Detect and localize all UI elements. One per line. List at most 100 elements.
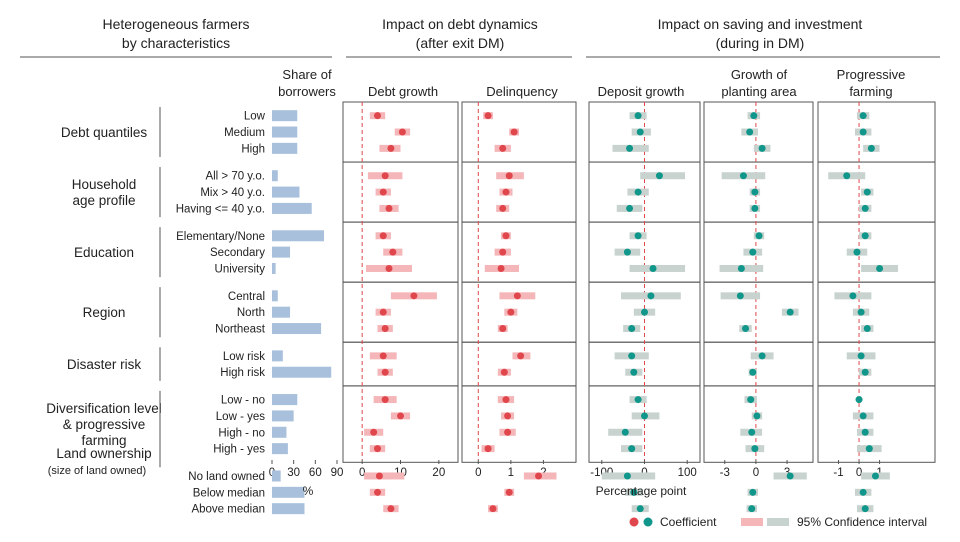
share-bar — [272, 366, 332, 378]
group-box — [817, 281, 936, 343]
coef-point — [861, 505, 869, 513]
coef-point — [859, 412, 867, 420]
share-bar — [272, 306, 291, 318]
coef-point — [747, 396, 755, 404]
coef-point — [484, 445, 492, 453]
coef-point — [749, 248, 757, 256]
coef-point — [859, 112, 867, 120]
row-label: Low - no — [221, 395, 265, 407]
panel-title: Debt growth — [368, 84, 438, 99]
legend-ci-label: 95% Confidence interval — [797, 515, 927, 529]
header-characteristics-line1: Heterogeneous farmers — [102, 16, 249, 32]
coef-point — [630, 488, 638, 496]
coef-point — [398, 128, 406, 136]
coef-point — [753, 412, 761, 420]
header-saving-line1: Impact on saving and investment — [658, 16, 863, 32]
coef-point — [502, 396, 510, 404]
coef-point — [746, 128, 754, 136]
share-bar — [272, 202, 312, 214]
share-bar — [272, 290, 278, 302]
legend-coef-label: Coefficient — [660, 515, 717, 529]
legend: Coefficient 95% Confidence interval — [629, 515, 927, 529]
legend-ci-debt-swatch — [741, 518, 763, 526]
group-label: age profile — [72, 193, 135, 208]
coef-point — [535, 472, 543, 480]
row-label: High risk — [220, 367, 265, 379]
legend-coef-saving-dot — [643, 517, 653, 527]
coef-point — [859, 488, 867, 496]
share-bar — [272, 170, 278, 182]
header-saving-investment: Impact on saving and investment (during … — [586, 16, 940, 58]
coef-point — [385, 264, 393, 272]
group-label: Education — [74, 245, 134, 260]
coef-point — [628, 325, 636, 333]
share-bar — [272, 470, 281, 482]
panel-title: planting area — [721, 84, 797, 99]
share-bar — [272, 394, 298, 406]
row-label: All > 70 y.o. — [205, 171, 265, 183]
x-tick-label: 30 — [287, 467, 300, 479]
group-label: Land ownership — [56, 446, 151, 461]
header-debt-dynamics: Impact on debt dynamics (after exit DM) — [346, 16, 572, 58]
panel-title: Share of — [282, 67, 332, 82]
coef-point — [507, 308, 515, 316]
coef-point — [381, 368, 389, 376]
coef-point — [843, 172, 851, 180]
coef-point — [510, 128, 518, 136]
panel-title: Progressive — [837, 67, 906, 82]
coef-point — [736, 292, 744, 300]
group-box — [703, 385, 814, 463]
row-label: Medium — [224, 127, 265, 139]
group-box — [461, 221, 577, 283]
share-bar — [272, 503, 305, 515]
coef-point — [375, 472, 383, 480]
x-tick-label: -3 — [720, 467, 730, 479]
header-debt-line1: Impact on debt dynamics — [382, 16, 538, 32]
coef-point — [748, 505, 756, 513]
coef-point — [379, 308, 387, 316]
share-bar — [272, 186, 300, 198]
group-box — [817, 385, 936, 463]
group-label: Disaster risk — [67, 357, 142, 372]
coef-point — [499, 144, 507, 152]
group-box — [461, 161, 577, 223]
pp-axis-title: Percentage point — [596, 484, 687, 498]
coef-point — [749, 368, 757, 376]
coef-point — [634, 396, 642, 404]
row-label: Low — [244, 111, 266, 123]
coef-point — [410, 292, 418, 300]
coef-point — [636, 128, 644, 136]
row-label: North — [237, 307, 265, 319]
coef-point — [634, 232, 642, 240]
group-box — [342, 341, 459, 387]
row-label: University — [215, 263, 266, 275]
coef-point — [861, 368, 869, 376]
coef-point — [649, 264, 657, 272]
coef-point — [861, 204, 869, 212]
row-label: Northeast — [215, 324, 266, 336]
coef-point — [505, 488, 513, 496]
coef-point — [497, 264, 505, 272]
group-box — [461, 281, 577, 343]
coef-point — [871, 472, 879, 480]
header-saving-line2: (during in DM) — [716, 35, 805, 51]
coef-point — [621, 428, 629, 436]
coef-point — [381, 325, 389, 333]
x-tick-label: 1 — [508, 467, 514, 479]
coef-point — [655, 172, 663, 180]
coef-point — [379, 232, 387, 240]
coef-point — [636, 505, 644, 513]
coef-point — [502, 188, 510, 196]
row-label: High — [241, 143, 265, 155]
row-label: Above median — [191, 504, 265, 516]
coef-point — [855, 396, 863, 404]
coef-point — [628, 445, 636, 453]
coef-point — [849, 292, 857, 300]
panel-deposit-growth: Deposit growth-1000100 — [588, 84, 701, 513]
x-tick-label: 60 — [309, 467, 322, 479]
x-tick-label: 0 — [856, 467, 862, 479]
coef-point — [374, 112, 381, 120]
coef-point — [634, 188, 642, 196]
coef-point — [863, 188, 871, 196]
row-label: No land owned — [188, 471, 265, 483]
